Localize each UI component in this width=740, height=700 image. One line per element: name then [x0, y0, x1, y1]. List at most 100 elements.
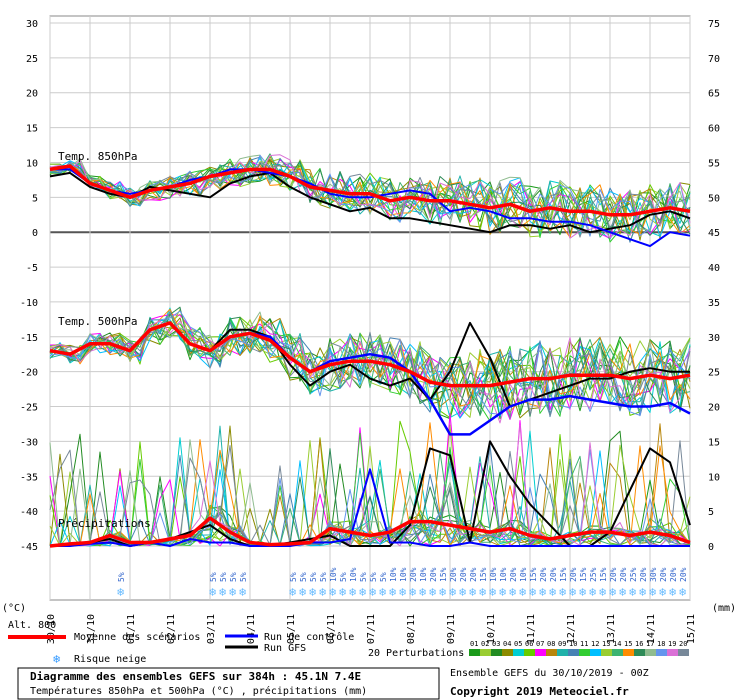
- snow-percent-label: 15%: [479, 567, 488, 582]
- precip-mean-line: [49, 516, 691, 548]
- perturbation-swatch: [491, 649, 502, 656]
- snow-percent-label: 20%: [659, 567, 668, 582]
- perturbation-number: 05: [514, 640, 522, 648]
- perturbation-swatch: [667, 649, 678, 656]
- left-tick-label: 20: [26, 89, 38, 100]
- right-tick-label: 55: [708, 158, 720, 169]
- left-tick-label: -20: [20, 368, 38, 379]
- snow-percent-label: 5%: [339, 572, 348, 582]
- perturbation-swatch: [568, 649, 579, 656]
- left-unit-label: (°C): [2, 603, 26, 614]
- x-tick-label: 04/11: [246, 614, 257, 644]
- perturbation-number: 09: [558, 640, 566, 648]
- perturbation-t500-line: [49, 308, 691, 413]
- snowflake-icon: ❄: [499, 585, 506, 599]
- perturbation-number: 10: [569, 640, 577, 648]
- footer-title: Diagramme des ensembles GEFS sur 384h : …: [30, 670, 361, 683]
- t500-label: Temp. 500hPa: [58, 315, 137, 328]
- x-tick-label: 02/11: [166, 614, 177, 644]
- right-tick-label: 25: [708, 368, 720, 379]
- perturbation-swatch: [612, 649, 623, 656]
- snowflake-icon: ❄: [399, 585, 406, 599]
- perturbation-swatch: [524, 649, 535, 656]
- snowflake-icon: ❄: [619, 585, 626, 599]
- snow-percent-label: 5%: [309, 572, 318, 582]
- t850-mean-line: [49, 164, 691, 217]
- right-tick-label: 35: [708, 298, 720, 309]
- perturbation-number: 01: [470, 640, 478, 648]
- perturbation-swatch: [645, 649, 656, 656]
- snow-percent-label: 10%: [399, 567, 408, 582]
- perturbation-number: 06: [525, 640, 533, 648]
- snowflake-icon: ❄: [369, 585, 376, 599]
- t850-label: Temp. 850hPa: [58, 150, 137, 163]
- legend-mean-label: Moyenne des scénarios: [74, 631, 200, 643]
- snow-percent-label: 20%: [449, 567, 458, 582]
- precip-label: Précipitations: [58, 517, 151, 530]
- snowflake-icon: ❄: [209, 585, 216, 599]
- perturbation-swatch: [590, 649, 601, 656]
- snow-percent-label: 30%: [649, 567, 658, 582]
- perturbation-swatch: [546, 649, 557, 656]
- snow-risk-row: ❄5%❄5%❄5%❄5%❄5%❄5%❄5%❄5%❄5%❄10%❄5%❄10%❄5…: [117, 567, 688, 599]
- left-tick-label: -10: [20, 298, 38, 309]
- perturbation-number: 04: [503, 640, 511, 648]
- snow-percent-label: 5%: [359, 572, 368, 582]
- x-tick-label: 10/11: [486, 614, 497, 644]
- perturbation-number: 14: [613, 640, 621, 648]
- perturbation-swatch: [469, 649, 480, 656]
- snow-percent-label: 20%: [569, 567, 578, 582]
- right-tick-label: 5: [708, 507, 714, 518]
- snowflake-icon: ❄: [469, 585, 476, 599]
- snow-percent-label: 25%: [589, 567, 598, 582]
- right-tick-label: 60: [708, 124, 720, 135]
- perturbation-swatch: [579, 649, 590, 656]
- right-tick-label: 45: [708, 228, 720, 239]
- perturbation-t850-line: [49, 160, 691, 236]
- x-tick-label: 11/11: [526, 614, 537, 644]
- perturbation-number: 19: [668, 640, 676, 648]
- snowflake-icon: ❄: [229, 585, 236, 599]
- x-tick-label: 05/11: [286, 614, 297, 644]
- snow-percent-label: 20%: [619, 567, 628, 582]
- footer-run-info: Ensemble GEFS du 30/10/2019 - 00Z: [450, 668, 649, 679]
- x-tick-label: 01/11: [126, 614, 137, 644]
- perturbation-swatch: [557, 649, 568, 656]
- snowflake-icon: ❄: [449, 585, 456, 599]
- t500-mean-line: [49, 321, 691, 388]
- snow-percent-label: 5%: [379, 572, 388, 582]
- perturbation-t500-line: [49, 314, 691, 420]
- perturbation-number: 13: [602, 640, 610, 648]
- snowflake-icon: ❄: [359, 585, 366, 599]
- alt-label: Alt. 800: [8, 620, 56, 631]
- snow-percent-label: 5%: [239, 572, 248, 582]
- snow-percent-label: 15%: [579, 567, 588, 582]
- perturbation-number: 07: [536, 640, 544, 648]
- snowflake-icon: ❄: [559, 585, 566, 599]
- snowflake-icon: ❄: [579, 585, 586, 599]
- perturbation-t500-line: [49, 306, 691, 417]
- perturbation-number: 03: [492, 640, 500, 648]
- perturbation-swatch: [535, 649, 546, 656]
- snow-percent-label: 5%: [229, 572, 238, 582]
- x-tick-label: 07/11: [366, 614, 377, 644]
- x-tick-label: 13/11: [606, 614, 617, 644]
- right-tick-label: 20: [708, 403, 720, 414]
- snow-percent-label: 10%: [419, 567, 428, 582]
- perturbation-t850-line: [49, 154, 691, 237]
- legend-gfs-label: Run GFS: [264, 643, 306, 654]
- snowflake-icon: ❄: [349, 585, 356, 599]
- perturbation-number: 08: [547, 640, 555, 648]
- x-tick-label: 14/11: [646, 614, 657, 644]
- left-tick-label: 30: [26, 19, 38, 30]
- snowflake-icon: ❄: [629, 585, 636, 599]
- snow-percent-label: 15%: [529, 567, 538, 582]
- x-tick-label: 06/11: [326, 614, 337, 644]
- snowflake-icon: ❄: [339, 585, 346, 599]
- perturbation-swatch: [623, 649, 634, 656]
- snow-percent-label: 5%: [219, 572, 228, 582]
- snow-percent-label: 25%: [629, 567, 638, 582]
- snowflake-icon: ❄: [389, 585, 396, 599]
- snowflake-icon: ❄: [539, 585, 546, 599]
